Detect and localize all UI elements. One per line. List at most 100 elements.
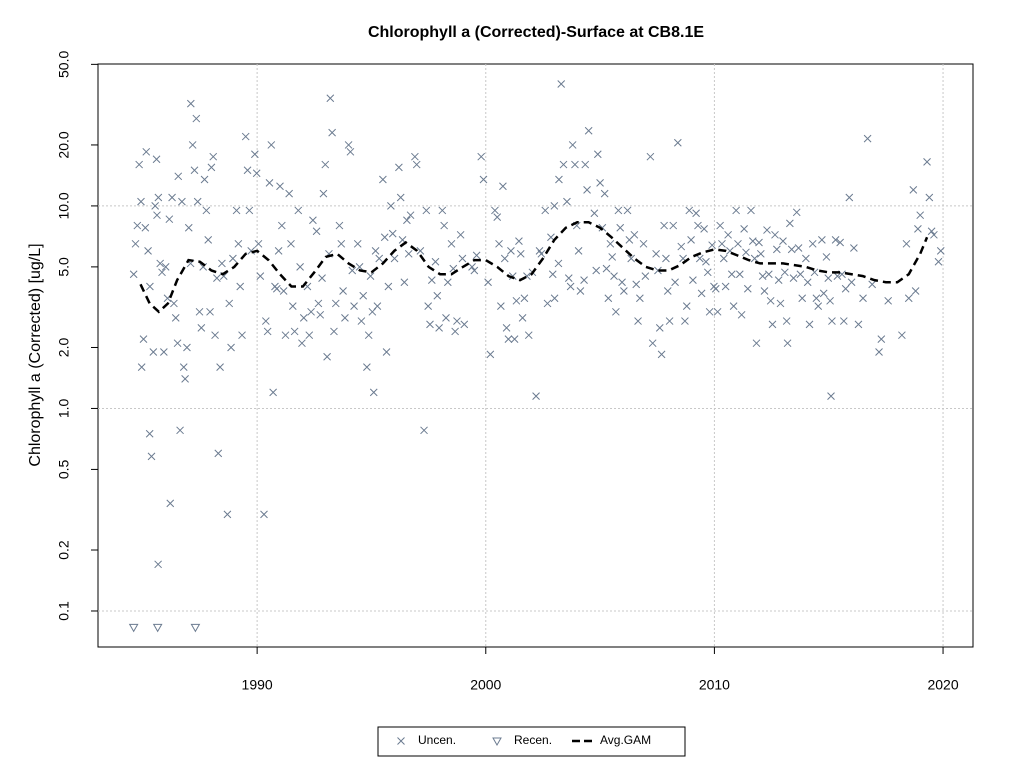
- uncensored-point: [142, 147, 151, 156]
- uncensored-point: [743, 284, 752, 293]
- uncensored-point: [197, 323, 206, 332]
- uncensored-point: [786, 219, 794, 228]
- uncensored-point: [833, 272, 842, 281]
- uncensored-point: [783, 339, 792, 348]
- uncensored-point: [677, 242, 686, 251]
- uncensored-point: [828, 317, 836, 325]
- uncensored-point: [583, 186, 591, 194]
- uncensored-point: [716, 221, 724, 230]
- uncensored-point: [472, 251, 481, 260]
- uncensored-point: [263, 327, 272, 336]
- uncensored-point: [909, 186, 918, 194]
- uncensored-point: [227, 343, 235, 352]
- uncensored-point: [500, 254, 509, 263]
- uncensored-point: [756, 249, 765, 258]
- y-tick-label: 2.0: [56, 338, 72, 358]
- uncensored-point: [484, 278, 492, 287]
- uncensored-point: [703, 268, 712, 277]
- uncensored-point: [261, 317, 270, 325]
- uncensored-point: [826, 296, 834, 305]
- uncensored-point: [839, 317, 848, 325]
- uncensored-point: [396, 193, 405, 202]
- uncensored-point: [159, 348, 168, 356]
- uncensored-point: [550, 294, 559, 303]
- uncensored-point: [344, 141, 353, 149]
- uncensored-point: [141, 223, 150, 232]
- uncensored-point: [758, 272, 767, 281]
- uncensored-point: [281, 331, 290, 340]
- uncensored-point: [443, 278, 452, 287]
- uncensored-point: [339, 287, 347, 295]
- uncensored-point: [812, 294, 821, 303]
- uncensored-point: [590, 209, 599, 218]
- uncensored-point: [868, 280, 877, 289]
- uncensored-point: [507, 246, 515, 255]
- uncensored-point: [564, 274, 573, 282]
- uncensored-point: [620, 287, 628, 295]
- uncensored-point: [192, 114, 201, 123]
- uncensored-point: [154, 560, 162, 569]
- uncensored-point: [319, 189, 328, 198]
- uncensored-point: [296, 263, 304, 271]
- uncensored-point: [209, 152, 218, 161]
- uncensored-point: [288, 302, 297, 310]
- uncensored-point: [438, 206, 447, 215]
- legend-marker: [492, 737, 502, 747]
- uncensored-point: [541, 206, 550, 215]
- uncensored-point: [518, 314, 527, 322]
- uncensored-point: [763, 226, 771, 234]
- uncensored-point: [571, 160, 579, 169]
- uncensored-point: [764, 270, 773, 279]
- uncensored-point: [195, 307, 204, 316]
- uncensored-point: [202, 206, 211, 215]
- uncensored-point: [277, 221, 286, 230]
- uncensored-point: [662, 254, 670, 263]
- uncensored-point: [532, 392, 540, 401]
- uncensored-point: [272, 284, 281, 293]
- uncensored-point: [170, 299, 178, 308]
- uncensored-point: [752, 339, 761, 348]
- uncensored-point: [859, 294, 867, 303]
- uncensored-point: [537, 249, 546, 258]
- uncensored-point: [346, 147, 355, 156]
- uncensored-point: [133, 221, 142, 230]
- uncensored-point: [348, 266, 357, 275]
- uncensored-point: [353, 239, 362, 248]
- uncensored-point: [713, 307, 722, 316]
- uncensored-point: [824, 274, 833, 282]
- uncensored-point: [214, 449, 223, 458]
- uncensored-point: [326, 94, 335, 103]
- uncensored-point: [171, 314, 180, 322]
- uncensored-point: [416, 246, 425, 255]
- plot-frame: [97, 63, 974, 648]
- recensored-point: [152, 623, 163, 633]
- uncensored-point: [318, 274, 326, 282]
- uncensored-point: [422, 206, 431, 215]
- uncensored-point: [787, 245, 796, 254]
- uncensored-point: [499, 182, 507, 191]
- uncensored-point: [805, 320, 814, 329]
- uncensored-point: [936, 246, 945, 255]
- uncensored-point: [411, 152, 419, 161]
- uncensored-point: [610, 272, 618, 281]
- uncensored-point: [184, 223, 193, 232]
- uncensored-point: [174, 172, 183, 181]
- uncensored-point: [493, 213, 502, 222]
- uncensored-point: [768, 320, 777, 329]
- uncensored-point: [798, 294, 807, 303]
- uncensored-point: [458, 254, 467, 263]
- uncensored-point: [634, 317, 642, 325]
- uncensored-point: [639, 239, 648, 248]
- legend-label: Recen.: [514, 733, 552, 747]
- uncensored-point: [692, 209, 700, 218]
- uncensored-point: [314, 299, 323, 308]
- uncensored-point: [387, 202, 395, 210]
- uncensored-point: [486, 350, 495, 359]
- uncensored-point: [223, 510, 232, 519]
- y-tick-label: 0.5: [56, 459, 72, 479]
- uncensored-point: [916, 211, 925, 220]
- uncensored-point: [771, 230, 779, 239]
- uncensored-point: [510, 335, 519, 343]
- y-tick-label: 5.0: [56, 257, 72, 277]
- uncensored-point: [789, 274, 798, 282]
